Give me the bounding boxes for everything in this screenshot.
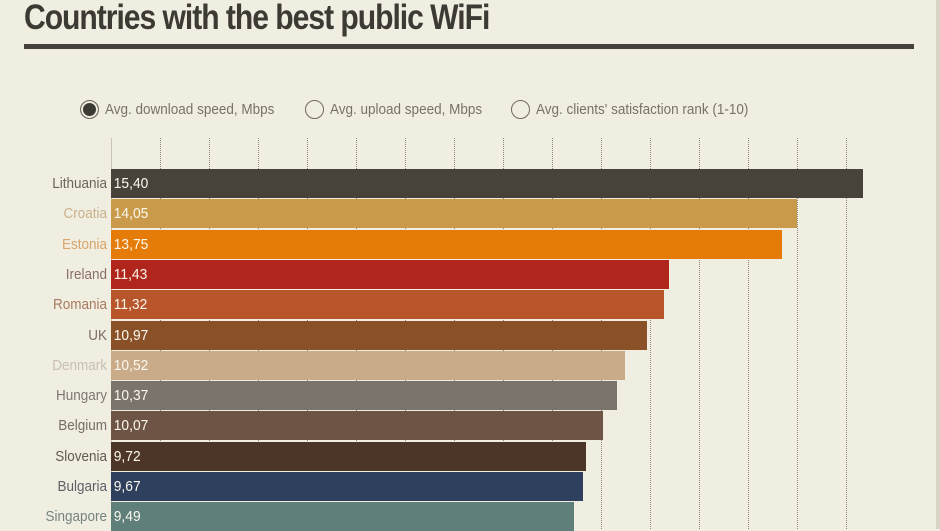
gridline (699, 138, 700, 529)
country-label: UK (88, 326, 107, 344)
country-label: Estonia (61, 235, 107, 253)
gridline (650, 138, 651, 529)
bar-value-label: 11,43 (113, 265, 148, 283)
bar-value-label: 14,05 (113, 205, 149, 223)
bar-value-label: 15,40 (113, 175, 149, 192)
bar[interactable]: 9,49 (111, 502, 575, 531)
country-label: Croatia (63, 205, 107, 223)
bar-value-label: 9,67 (113, 478, 141, 495)
country-label: Slovenia (55, 447, 107, 465)
bar[interactable]: 15,40 (111, 169, 863, 198)
bar-value-label: 10,07 (113, 417, 149, 435)
legend-label-satisfaction: Avg. clients' satisfaction rank (1-10) (536, 100, 749, 118)
bar[interactable]: 10,97 (111, 320, 647, 350)
gridline (748, 138, 749, 529)
country-label: Singapore (45, 508, 107, 526)
bar[interactable]: 14,05 (111, 199, 798, 229)
bar-value-label: 10,97 (113, 326, 149, 344)
country-label: Belgium (58, 417, 107, 435)
country-label: Lithuania (52, 175, 107, 192)
chart-title: Countries with the best public WiFi (24, 0, 490, 37)
bar-value-label: 13,75 (113, 235, 149, 253)
radio-satisfaction-rank[interactable]: Avg. clients' satisfaction rank (1-10) (511, 99, 772, 119)
bar-value-label: 9,72 (113, 447, 141, 465)
bar[interactable]: 13,75 (111, 229, 783, 259)
country-label: Romania (52, 296, 107, 314)
series-selector: Avg. download speed, Mbps Avg. upload sp… (80, 96, 784, 122)
country-label: Bulgaria (57, 478, 107, 495)
radio-download-speed[interactable]: Avg. download speed, Mbps (80, 99, 293, 119)
legend-label-upload: Avg. upload speed, Mbps (330, 100, 483, 118)
title-rule (24, 44, 914, 49)
bar-value-label: 10,37 (113, 387, 149, 405)
bar-chart-plot: 15,40 14,05 13,75 11,43 11,32 10,97 10,52 10,37… (111, 138, 891, 531)
bar-value-label: 10,52 (113, 356, 149, 374)
country-label: Hungary (55, 387, 107, 405)
bar[interactable]: 9,72 (111, 441, 586, 471)
bar[interactable]: 10,52 (111, 350, 625, 380)
legend-label-download: Avg. download speed, Mbps (105, 100, 275, 118)
bar[interactable]: 10,37 (111, 381, 618, 411)
bar[interactable]: 10,07 (111, 411, 603, 441)
right-edge (936, 0, 940, 529)
radio-upload-speed[interactable]: Avg. upload speed, Mbps (305, 99, 499, 119)
country-label: Ireland (65, 265, 107, 283)
radio-unchecked-icon[interactable] (305, 99, 325, 119)
country-label: Denmark (52, 356, 107, 374)
radio-checked-icon[interactable] (80, 99, 99, 119)
bar-value-label: 9,49 (113, 508, 141, 526)
bar[interactable]: 11,32 (111, 290, 664, 320)
bar[interactable]: 11,43 (111, 259, 670, 289)
gridline (797, 138, 798, 529)
bar[interactable]: 9,67 (111, 472, 584, 501)
radio-unchecked-icon[interactable] (511, 99, 531, 119)
bar-value-label: 11,32 (113, 296, 148, 314)
gridline (846, 138, 847, 529)
